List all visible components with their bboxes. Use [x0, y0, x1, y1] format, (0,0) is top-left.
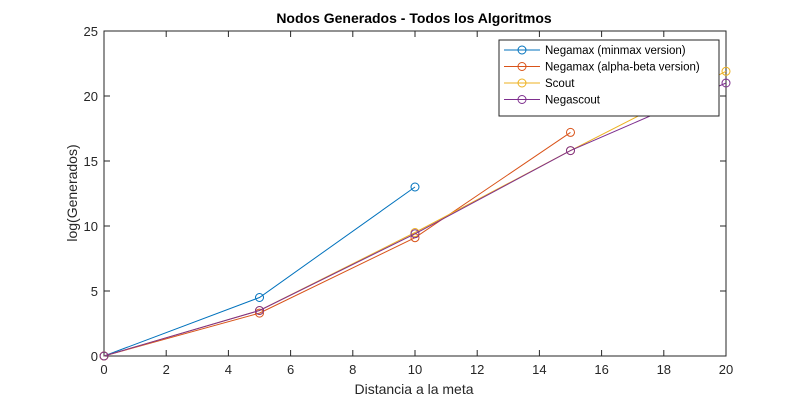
x-tick-label: 20 [719, 362, 733, 377]
x-tick-label: 14 [532, 362, 546, 377]
series-4-point [566, 146, 575, 156]
legend-marker-3 [517, 78, 527, 88]
series-4-point [99, 351, 109, 361]
series-3-point [721, 66, 731, 76]
legend-label-2: Negamax (alpha-beta version) [545, 62, 700, 74]
x-tick-label: 16 [594, 362, 608, 377]
x-tick-label: 2 [163, 362, 170, 377]
series-4-point [410, 229, 420, 239]
x-tick-label: 18 [657, 362, 671, 377]
series-line-1 [103, 186, 416, 357]
y-tick-label: 20 [84, 89, 98, 104]
legend-label-4: Negascout [545, 95, 601, 107]
y-tick-label: 10 [84, 219, 98, 234]
y-tick-label: 5 [91, 284, 98, 299]
legend-marker-2 [517, 62, 527, 71]
series-1-point [410, 182, 420, 192]
x-tick-label: 8 [349, 362, 356, 377]
series-line-2 [103, 131, 571, 357]
y-tick-label: 15 [84, 154, 98, 169]
y-tick-label: 25 [84, 24, 98, 39]
x-tick-label: 10 [408, 362, 422, 377]
series-1-point [255, 293, 264, 302]
x-tick-label: 12 [470, 362, 484, 377]
x-tick-label: 6 [287, 362, 294, 377]
y-axis-label: log(Generados) [64, 144, 80, 241]
series-4-point [255, 306, 264, 315]
legend-box [498, 39, 720, 117]
series-line-4 [103, 82, 727, 357]
legend-label-1: Negamax (minmax version) [545, 45, 686, 57]
x-axis-label: Distancia a la meta [354, 381, 473, 397]
legend-marker-1 [517, 45, 527, 55]
y-tick-label: 0 [91, 349, 98, 364]
chart-title: Nodos Generados - Todos los Algoritmos [276, 10, 552, 26]
series-2-point [255, 308, 264, 318]
x-tick-label: 4 [225, 362, 232, 377]
legend-label-3: Scout [545, 78, 575, 90]
series-2-point [566, 127, 575, 137]
x-tick-label: 0 [100, 362, 107, 377]
legend: Negamax (minmax version) Negamax (alpha-b… [498, 39, 720, 117]
legend-marker-4 [517, 95, 527, 104]
series-4-point [721, 78, 731, 88]
